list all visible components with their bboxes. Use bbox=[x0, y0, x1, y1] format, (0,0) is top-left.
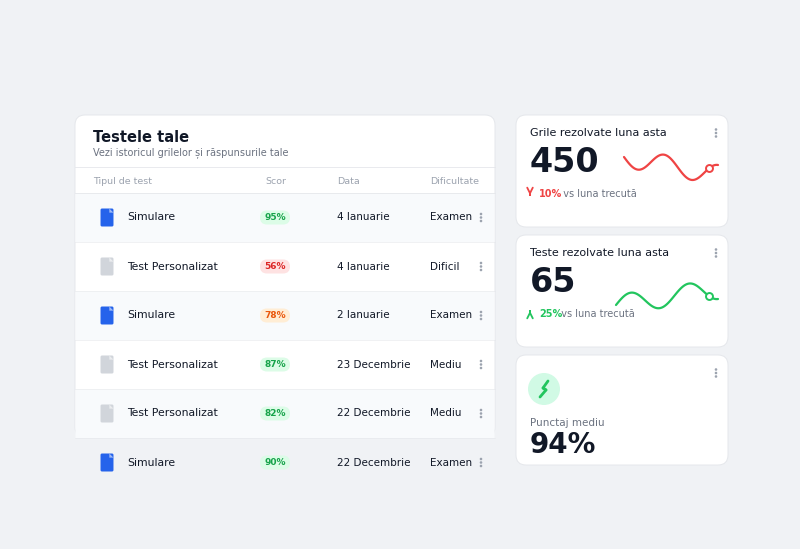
Text: 87%: 87% bbox=[264, 360, 286, 369]
Circle shape bbox=[480, 458, 482, 460]
FancyBboxPatch shape bbox=[260, 309, 290, 322]
Text: vs luna trecută: vs luna trecută bbox=[555, 309, 634, 319]
Text: 23 Decembrie: 23 Decembrie bbox=[337, 360, 410, 369]
Circle shape bbox=[480, 416, 482, 418]
FancyBboxPatch shape bbox=[260, 357, 290, 372]
Circle shape bbox=[714, 251, 718, 254]
Text: Simulare: Simulare bbox=[127, 457, 175, 468]
Circle shape bbox=[480, 408, 482, 411]
Text: Test Personalizat: Test Personalizat bbox=[127, 261, 218, 272]
Text: Mediu: Mediu bbox=[430, 408, 462, 418]
Text: Examen: Examen bbox=[430, 311, 472, 321]
Circle shape bbox=[480, 216, 482, 219]
Circle shape bbox=[714, 372, 718, 374]
Text: 56%: 56% bbox=[264, 262, 286, 271]
Text: 25%: 25% bbox=[539, 309, 562, 319]
FancyBboxPatch shape bbox=[260, 260, 290, 273]
FancyBboxPatch shape bbox=[101, 209, 114, 227]
FancyBboxPatch shape bbox=[260, 456, 290, 469]
Circle shape bbox=[480, 262, 482, 264]
Text: Simulare: Simulare bbox=[127, 311, 175, 321]
Text: Test Personalizat: Test Personalizat bbox=[127, 360, 218, 369]
Text: Grile rezolvate luna asta: Grile rezolvate luna asta bbox=[530, 128, 666, 138]
FancyBboxPatch shape bbox=[101, 356, 114, 373]
FancyBboxPatch shape bbox=[75, 193, 494, 242]
Circle shape bbox=[480, 311, 482, 313]
Text: Vezi istoricul grilelor și răspunsurile tale: Vezi istoricul grilelor și răspunsurile … bbox=[93, 148, 289, 159]
Circle shape bbox=[480, 412, 482, 415]
Circle shape bbox=[714, 128, 718, 131]
Text: Tipul de test: Tipul de test bbox=[93, 176, 152, 186]
Text: 65: 65 bbox=[530, 266, 577, 300]
Text: 95%: 95% bbox=[264, 213, 286, 222]
Polygon shape bbox=[110, 209, 114, 212]
Polygon shape bbox=[110, 257, 114, 262]
Circle shape bbox=[714, 248, 718, 251]
Circle shape bbox=[480, 367, 482, 369]
FancyBboxPatch shape bbox=[101, 306, 114, 324]
FancyBboxPatch shape bbox=[101, 405, 114, 423]
Text: 78%: 78% bbox=[264, 311, 286, 320]
Text: Scor: Scor bbox=[265, 176, 286, 186]
FancyBboxPatch shape bbox=[260, 406, 290, 421]
Polygon shape bbox=[110, 453, 114, 458]
Text: Test Personalizat: Test Personalizat bbox=[127, 408, 218, 418]
Text: 450: 450 bbox=[530, 147, 600, 180]
Circle shape bbox=[480, 363, 482, 366]
Circle shape bbox=[480, 268, 482, 271]
Text: 90%: 90% bbox=[264, 458, 286, 467]
FancyBboxPatch shape bbox=[516, 235, 728, 347]
Circle shape bbox=[480, 360, 482, 362]
Polygon shape bbox=[110, 306, 114, 311]
Circle shape bbox=[480, 212, 482, 215]
Circle shape bbox=[480, 464, 482, 467]
Circle shape bbox=[528, 373, 560, 405]
Text: 10%: 10% bbox=[539, 189, 562, 199]
Text: Dificultate: Dificultate bbox=[430, 176, 479, 186]
Text: 4 Ianuarie: 4 Ianuarie bbox=[337, 212, 390, 222]
FancyBboxPatch shape bbox=[75, 115, 495, 437]
Text: Testele tale: Testele tale bbox=[93, 130, 189, 144]
Circle shape bbox=[480, 318, 482, 320]
FancyBboxPatch shape bbox=[101, 257, 114, 276]
Circle shape bbox=[714, 375, 718, 378]
Text: vs luna trecută: vs luna trecută bbox=[557, 189, 637, 199]
Text: 82%: 82% bbox=[264, 409, 286, 418]
Circle shape bbox=[714, 255, 718, 258]
Text: Examen: Examen bbox=[430, 212, 472, 222]
Polygon shape bbox=[110, 405, 114, 408]
FancyBboxPatch shape bbox=[260, 210, 290, 225]
Text: Dificil: Dificil bbox=[430, 261, 459, 272]
FancyBboxPatch shape bbox=[101, 453, 114, 472]
FancyBboxPatch shape bbox=[75, 292, 494, 340]
Circle shape bbox=[714, 368, 718, 371]
Circle shape bbox=[480, 265, 482, 268]
FancyBboxPatch shape bbox=[516, 355, 728, 465]
FancyBboxPatch shape bbox=[75, 389, 494, 438]
FancyBboxPatch shape bbox=[516, 115, 728, 227]
Text: 4 Ianuarie: 4 Ianuarie bbox=[337, 261, 390, 272]
Circle shape bbox=[714, 135, 718, 138]
Text: Teste rezolvate luna asta: Teste rezolvate luna asta bbox=[530, 248, 669, 258]
Polygon shape bbox=[110, 356, 114, 360]
Text: Mediu: Mediu bbox=[430, 360, 462, 369]
Circle shape bbox=[480, 314, 482, 317]
Circle shape bbox=[480, 461, 482, 464]
Text: 2 Ianuarie: 2 Ianuarie bbox=[337, 311, 390, 321]
Text: Punctaj mediu: Punctaj mediu bbox=[530, 418, 605, 428]
Text: 22 Decembrie: 22 Decembrie bbox=[337, 408, 410, 418]
Text: 94%: 94% bbox=[530, 431, 596, 459]
Text: Simulare: Simulare bbox=[127, 212, 175, 222]
Text: 22 Decembrie: 22 Decembrie bbox=[337, 457, 410, 468]
Text: Examen: Examen bbox=[430, 457, 472, 468]
Text: Data: Data bbox=[337, 176, 360, 186]
Circle shape bbox=[480, 220, 482, 222]
Circle shape bbox=[714, 132, 718, 135]
